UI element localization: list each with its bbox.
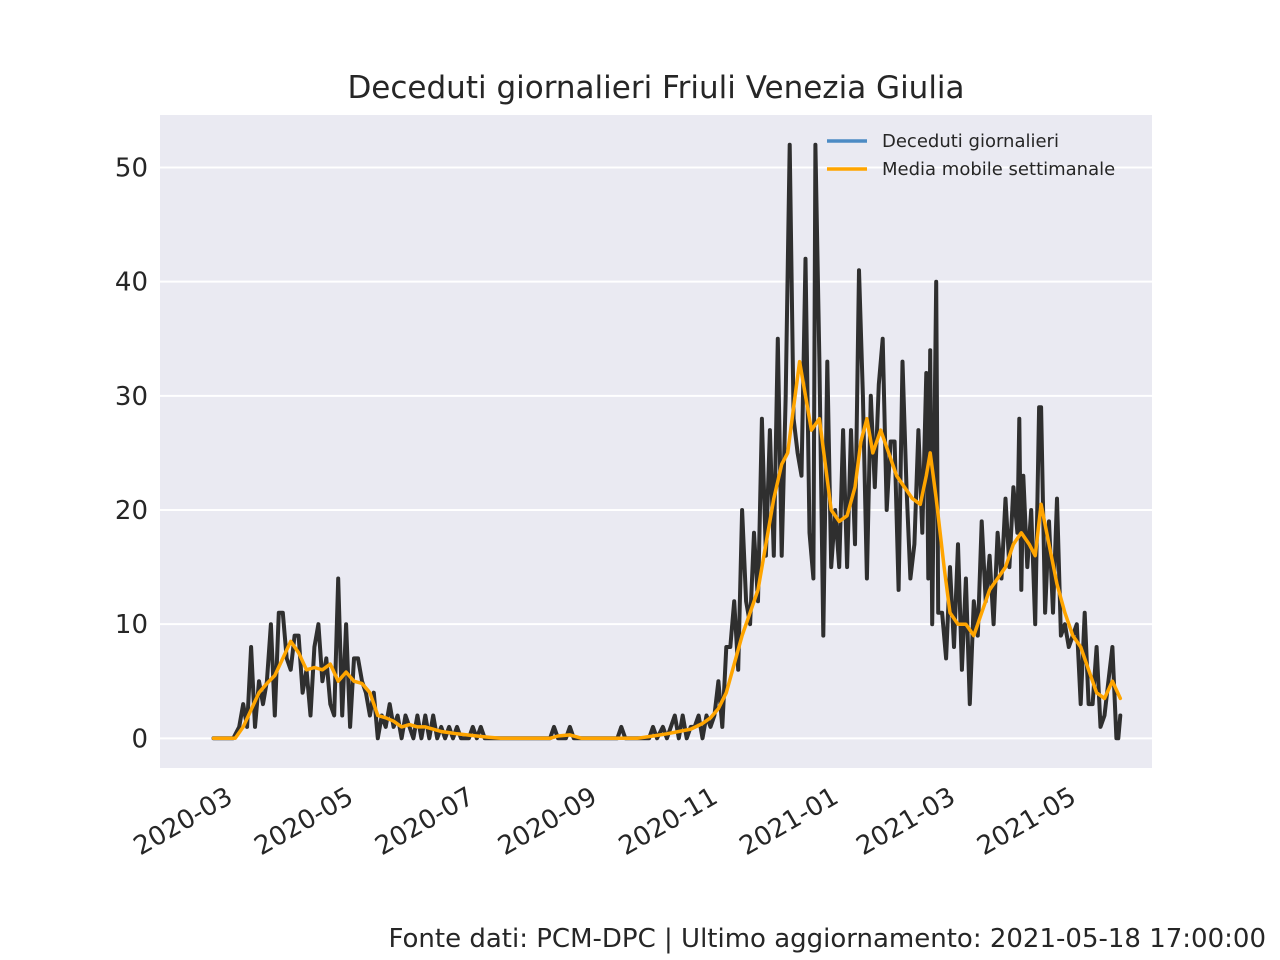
footer-note: Fonte dati: PCM-DPC | Ultimo aggiornamen…: [388, 924, 1267, 954]
y-axis: 0 10 20 30 40 50: [115, 154, 148, 755]
x-tick-label: 2020-05: [250, 782, 359, 862]
y-tick-label: 10: [115, 610, 148, 640]
y-tick-label: 0: [131, 724, 148, 754]
x-tick-label: 2021-03: [851, 782, 960, 862]
x-tick-label: 2020-03: [129, 782, 238, 862]
moving-average-line: [211, 359, 1123, 741]
y-tick-label: 40: [115, 268, 148, 298]
chart-title: Deceduti giornalieri Friuli Venezia Giul…: [347, 70, 964, 106]
x-tick-label: 2021-05: [972, 782, 1081, 862]
x-tick-label: 2020-09: [493, 782, 602, 862]
chart: 0 10 20 30 40 50 2020-03 2020-05 2020-07 2020-09…: [115, 70, 1152, 862]
y-tick-label: 20: [115, 496, 148, 526]
gridlines: [160, 166, 1152, 740]
x-tick-label: 2020-11: [614, 782, 723, 862]
legend-label: Media mobile settimanale: [882, 159, 1115, 180]
series-layer: [211, 142, 1123, 741]
y-tick-label: 50: [115, 154, 148, 184]
legend: Deceduti giornalieri Media mobile settima…: [827, 131, 1115, 180]
x-axis: 2020-03 2020-05 2020-07 2020-09 2020-11 2021-…: [129, 782, 1082, 862]
legend-item-daily-deaths: Deceduti giornalieri: [827, 131, 1059, 152]
legend-item-moving-average: Media mobile settimanale: [827, 159, 1115, 180]
y-tick-label: 30: [115, 382, 148, 412]
x-tick-label: 2021-01: [735, 782, 844, 862]
daily-deaths-line: [211, 142, 1123, 741]
x-tick-label: 2020-07: [370, 782, 479, 862]
legend-label: Deceduti giornalieri: [882, 131, 1059, 152]
